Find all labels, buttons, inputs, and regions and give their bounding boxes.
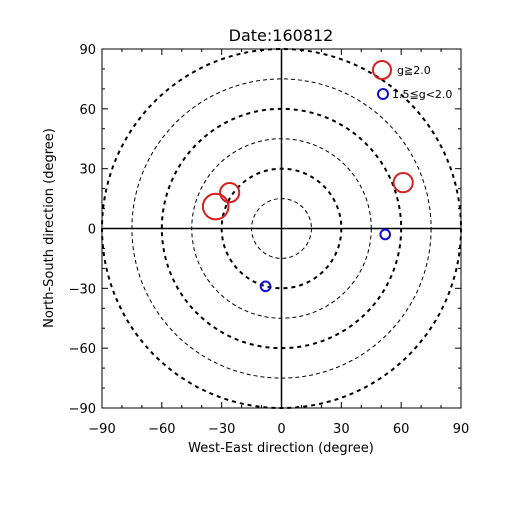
x-tick-label: 30 <box>333 422 350 437</box>
legend-marker-red <box>372 60 392 80</box>
data-point <box>379 228 392 241</box>
x-axis-label: West-East direction (degree) <box>188 441 374 456</box>
data-point <box>259 280 272 293</box>
y-tick-label: −30 <box>69 282 96 297</box>
legend-label-blue: 1.5≦g<2.0 <box>392 88 452 101</box>
y-tick-label: −60 <box>69 342 96 357</box>
x-tick-label: 0 <box>277 422 285 437</box>
x-tick-label: 60 <box>393 422 410 437</box>
x-tick-label: 90 <box>453 422 470 437</box>
legend-marker-blue <box>377 88 389 100</box>
legend: g≧2.0 1.5≦g<2.0 <box>372 60 452 101</box>
x-tick-label: −30 <box>208 422 235 437</box>
chart-title: Date:160812 <box>229 26 334 45</box>
data-point <box>392 172 414 194</box>
axis-ticks: −90 −60 −30 0 30 60 90 −90 −60 −30 0 30 60 90 <box>69 43 470 437</box>
x-tick-label: −60 <box>148 422 175 437</box>
data-points <box>201 172 414 293</box>
data-point <box>219 182 241 204</box>
y-axis-label: North-South direction (degree) <box>42 128 57 328</box>
center-axes <box>102 49 461 408</box>
y-tick-label: 0 <box>88 223 96 238</box>
data-point <box>201 192 230 221</box>
y-tick-label: 90 <box>79 43 96 58</box>
legend-label-red: g≧2.0 <box>397 64 431 77</box>
y-tick-label: 30 <box>79 163 96 178</box>
y-tick-label: −90 <box>69 402 96 417</box>
y-tick-label: 60 <box>79 103 96 118</box>
x-tick-label: −90 <box>88 422 115 437</box>
